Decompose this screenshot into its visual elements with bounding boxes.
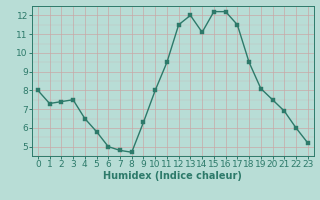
X-axis label: Humidex (Indice chaleur): Humidex (Indice chaleur) xyxy=(103,171,242,181)
